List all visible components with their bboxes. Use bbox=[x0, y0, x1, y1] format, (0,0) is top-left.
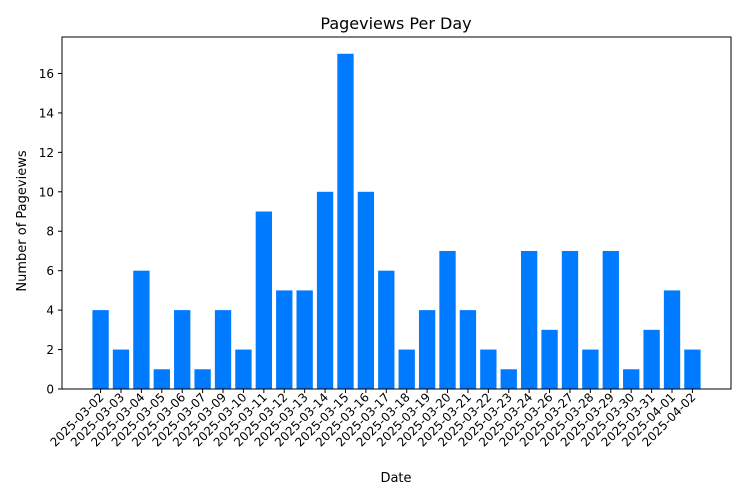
bar-2025-03-21 bbox=[459, 310, 477, 389]
chart-title: Pageviews Per Day bbox=[320, 14, 471, 33]
bar-2025-03-02 bbox=[92, 310, 109, 389]
y-tick-label: 12 bbox=[39, 146, 54, 160]
y-tick-label: 14 bbox=[39, 106, 54, 120]
x-axis-label: Date bbox=[380, 471, 411, 486]
bar-2025-04-02 bbox=[684, 349, 701, 389]
bar-2025-03-20 bbox=[439, 250, 456, 389]
bar-2025-03-03 bbox=[112, 349, 130, 389]
bar-2025-03-12 bbox=[276, 290, 293, 389]
plot-frame bbox=[61, 36, 732, 390]
bar-2025-03-30 bbox=[623, 369, 640, 389]
bar-2025-03-27 bbox=[561, 250, 579, 389]
bar-2025-03-18 bbox=[398, 349, 415, 389]
bar-2025-03-24 bbox=[520, 250, 538, 389]
bar-2025-03-19 bbox=[418, 310, 436, 389]
bar-2025-03-17 bbox=[378, 270, 395, 389]
bar-2025-03-10 bbox=[235, 349, 252, 389]
y-tick-label: 4 bbox=[46, 304, 54, 318]
y-axis-ticks: 0 2 4 6 8 10 12 14 16 bbox=[39, 67, 62, 397]
y-tick-label: 2 bbox=[46, 343, 54, 357]
bar-2025-03-06 bbox=[174, 310, 191, 389]
bar-2025-03-13 bbox=[296, 290, 313, 389]
bar-2025-03-31 bbox=[643, 329, 660, 389]
bar-2025-03-09 bbox=[214, 310, 232, 389]
bar-2025-03-14 bbox=[316, 191, 334, 389]
bar-2025-03-07 bbox=[194, 369, 211, 389]
bar-2025-03-04 bbox=[133, 270, 150, 389]
bar-2025-03-28 bbox=[582, 349, 599, 389]
bar-2025-03-16 bbox=[357, 191, 375, 389]
bar-2025-03-22 bbox=[480, 349, 497, 389]
y-tick-label: 6 bbox=[46, 264, 54, 278]
bar-2025-03-29 bbox=[602, 250, 619, 389]
y-tick-label: 10 bbox=[39, 185, 54, 199]
bar-2025-03-23 bbox=[500, 369, 517, 389]
y-tick-label: 0 bbox=[46, 383, 54, 397]
bar-2025-03-15 bbox=[337, 53, 354, 389]
bar-2025-03-26 bbox=[541, 329, 558, 389]
y-tick-label: 8 bbox=[46, 225, 54, 239]
bars-layer bbox=[92, 53, 701, 389]
bar-2025-04-01 bbox=[663, 290, 681, 389]
bar-2025-03-11 bbox=[255, 211, 273, 389]
y-axis-label: Number of Pageviews bbox=[15, 150, 30, 291]
x-axis-ticks: 2025-03-022025-03-032025-03-042025-03-05… bbox=[47, 389, 699, 449]
bar-2025-03-05 bbox=[153, 369, 170, 389]
y-tick-label: 16 bbox=[39, 67, 54, 81]
